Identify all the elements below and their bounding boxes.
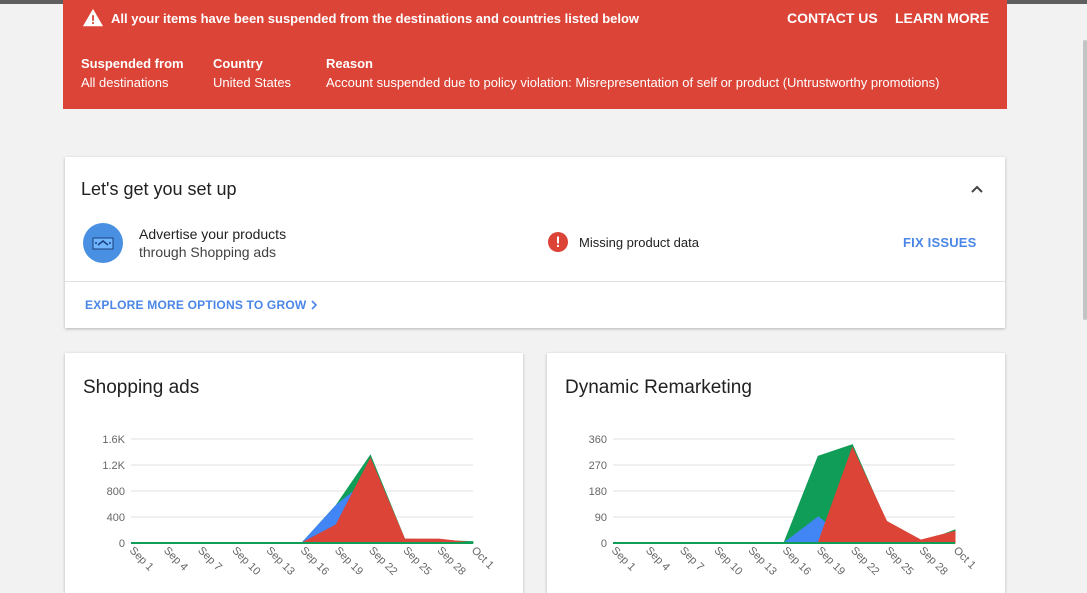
- chart-title-shopping-ads: Shopping ads: [83, 377, 200, 398]
- suspension-banner: All your items have been suspended from …: [63, 0, 1007, 109]
- x-tick-label: Sep 10: [711, 545, 744, 578]
- x-tick-label: Sep 7: [677, 545, 706, 574]
- learn-more-button[interactable]: LEARN MORE: [895, 10, 990, 26]
- explore-options-link[interactable]: EXPLORE MORE OPTIONS TO GROW: [85, 298, 307, 312]
- x-tick-label: Sep 4: [161, 545, 190, 574]
- chevron-up-icon[interactable]: [967, 179, 987, 199]
- suspended-from-value: All destinations: [81, 75, 169, 90]
- y-tick-label: 1.2K: [102, 460, 125, 472]
- y-tick-label: 800: [107, 486, 125, 498]
- country-value: United States: [213, 75, 292, 90]
- series-area-2: [131, 477, 473, 544]
- x-tick-label: Sep 28: [917, 545, 950, 578]
- dynamic-remarketing-card: Dynamic Remarketing 0 90 180 270 360 Sep 1 Sep…: [547, 353, 1005, 593]
- y-tick-label: 180: [589, 486, 607, 498]
- reason-column: Reason Account suspended due to policy v…: [326, 56, 939, 90]
- missing-data-status: Missing product data: [579, 235, 699, 250]
- x-tick-label: Sep 1: [127, 545, 156, 574]
- banner-title: All your items have been suspended from …: [111, 11, 640, 26]
- x-tick-label: Sep 13: [746, 545, 779, 578]
- x-tick-label: Sep 16: [780, 545, 813, 578]
- x-tick-label: Oct 1: [951, 545, 978, 572]
- setup-title: Let's get you set up: [81, 179, 237, 199]
- x-tick-label: Sep 25: [400, 545, 433, 578]
- x-tick-label: Sep 19: [332, 545, 365, 578]
- suspended-from-label: Suspended from: [81, 56, 184, 71]
- country-column: Country United States: [213, 56, 291, 90]
- reason-label: Reason: [326, 56, 373, 71]
- country-label: Country: [213, 56, 263, 71]
- series-area-3: [613, 446, 956, 544]
- series-area-1: [613, 444, 956, 544]
- y-tick-label: 360: [589, 434, 607, 446]
- y-tick-label: 90: [595, 512, 607, 524]
- y-tick-label: 1.6K: [102, 434, 125, 446]
- x-tick-label: Sep 7: [195, 545, 224, 574]
- setup-divider: [65, 281, 1005, 282]
- x-tick-label: Sep 19: [814, 545, 847, 578]
- y-tick-label: 270: [589, 460, 607, 472]
- chevron-right-icon[interactable]: [309, 298, 319, 312]
- setup-card: Let's get you set up Advertise your prod…: [65, 157, 1005, 328]
- page-scrollbar[interactable]: [1083, 40, 1087, 320]
- x-tick-label: Oct 1: [469, 545, 496, 572]
- y-tick-label: 400: [107, 512, 125, 524]
- shopping-ads-icon: [83, 223, 123, 263]
- x-tick-label: Sep 16: [298, 545, 331, 578]
- y-tick-label: 0: [601, 538, 607, 550]
- shopping-ads-card: Shopping ads 0 400 800 1.2K 1.6K Sep 1 Sep 4 Se…: [65, 353, 523, 593]
- series-area-1: [131, 454, 474, 544]
- x-tick-label: Sep 4: [643, 545, 672, 574]
- suspended-from-column: Suspended from All destinations: [81, 56, 184, 90]
- shopping-ads-subtitle: through Shopping ads: [139, 244, 276, 260]
- x-tick-label: Sep 1: [609, 545, 638, 574]
- error-icon: [548, 232, 568, 252]
- x-tick-label: Sep 10: [229, 545, 262, 578]
- chart-title-dynamic-remarketing: Dynamic Remarketing: [565, 377, 752, 398]
- y-tick-label: 0: [119, 538, 125, 550]
- reason-value: Account suspended due to policy violatio…: [326, 75, 940, 90]
- x-tick-label: Sep 13: [264, 545, 297, 578]
- warning-icon: [82, 8, 104, 27]
- fix-issues-button[interactable]: FIX ISSUES: [903, 235, 977, 250]
- x-tick-label: Sep 25: [882, 545, 915, 578]
- contact-us-button[interactable]: CONTACT US: [787, 10, 878, 26]
- series-area-3: [131, 457, 474, 544]
- x-tick-label: Sep 28: [435, 545, 468, 578]
- x-tick-label: Sep 22: [848, 545, 881, 578]
- shopping-ads-title: Advertise your products: [139, 226, 287, 242]
- x-tick-label: Sep 22: [366, 545, 399, 578]
